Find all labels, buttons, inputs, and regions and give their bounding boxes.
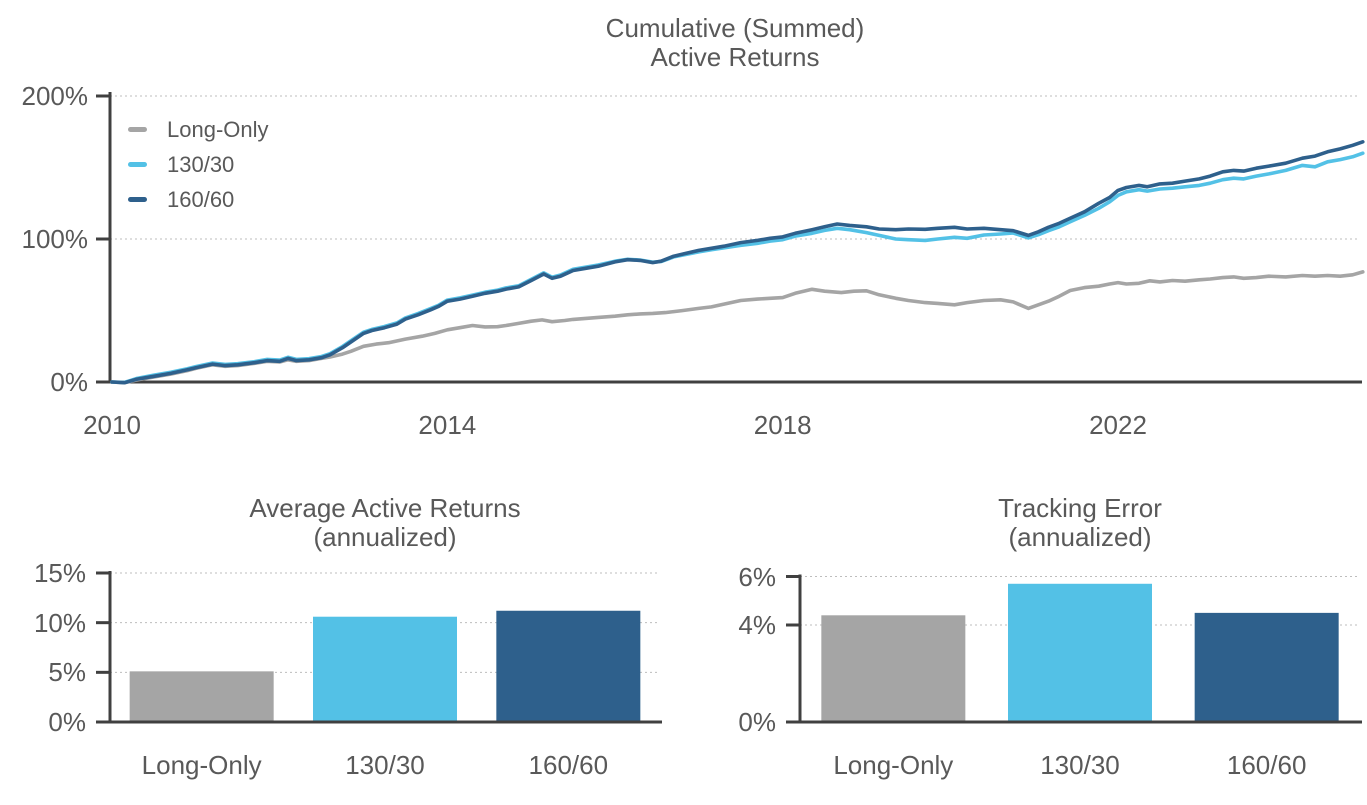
legend-item-long-only: Long-Only xyxy=(128,112,269,147)
y-tick-label: 15% xyxy=(33,558,86,588)
category-label: 130/30 xyxy=(345,750,425,780)
y-tick-label: 4% xyxy=(738,610,776,640)
y-tick-label: 10% xyxy=(33,607,86,638)
legend-label: 160/60 xyxy=(167,186,235,212)
category-label: 130/30 xyxy=(1040,750,1120,780)
bar-tracking-error-130-30 xyxy=(1008,583,1152,722)
series-line-long-only xyxy=(110,270,1365,385)
bar-average-active-returns-long-only xyxy=(129,671,274,722)
legend-dash-icon xyxy=(128,162,147,167)
bar-average-active-returns-160-60 xyxy=(496,610,641,722)
tracking-error-title-line1: Tracking Error xyxy=(998,493,1162,523)
legend-dash-icon xyxy=(128,127,147,132)
category-label: Long-Only xyxy=(833,750,954,780)
legend-label: 130/30 xyxy=(167,151,235,177)
legend-dash-icon xyxy=(128,197,147,202)
legend: Long-Only 130/30 160/60 xyxy=(128,112,269,217)
avg-returns-title-line2: (annualized) xyxy=(313,522,457,552)
x-tick-label: 2022 xyxy=(1089,410,1147,440)
category-label: 160/60 xyxy=(528,750,609,780)
line-chart-title: Cumulative (Summed) Active Returns xyxy=(435,14,1035,72)
tracking-error-chart-title: Tracking Error (annualized) xyxy=(830,494,1330,552)
bar-tracking-error-160-60 xyxy=(1194,612,1339,722)
bar-tracking-error-long-only xyxy=(821,615,966,722)
x-tick-label: 2014 xyxy=(418,410,477,440)
bar-average-active-returns-130-30 xyxy=(313,616,457,722)
line-chart-title-line2: Active Returns xyxy=(650,42,820,72)
legend-item-130-30: 130/30 xyxy=(128,147,269,182)
x-tick-label: 2010 xyxy=(83,410,141,440)
y-tick-label: 200% xyxy=(21,81,89,111)
y-tick-label: 0% xyxy=(738,707,776,737)
legend-item-160-60: 160/60 xyxy=(128,182,269,217)
tracking-error-title-line2: (annualized) xyxy=(1008,522,1152,552)
y-tick-label: 100% xyxy=(21,224,89,254)
series-line-130-30 xyxy=(110,151,1365,385)
category-label: 160/60 xyxy=(1226,750,1307,780)
y-tick-label: 0% xyxy=(50,367,88,397)
series-line-160-60 xyxy=(110,140,1365,385)
y-tick-label: 6% xyxy=(738,561,776,592)
avg-returns-chart-title: Average Active Returns (annualized) xyxy=(135,494,635,552)
line-chart-title-line1: Cumulative (Summed) xyxy=(605,13,865,43)
y-tick-label: 0% xyxy=(48,707,86,737)
category-label: Long-Only xyxy=(141,750,262,780)
x-tick-label: 2018 xyxy=(753,410,812,440)
legend-label: Long-Only xyxy=(167,116,269,142)
avg-returns-title-line1: Average Active Returns xyxy=(249,493,521,523)
y-tick-label: 5% xyxy=(48,657,86,688)
